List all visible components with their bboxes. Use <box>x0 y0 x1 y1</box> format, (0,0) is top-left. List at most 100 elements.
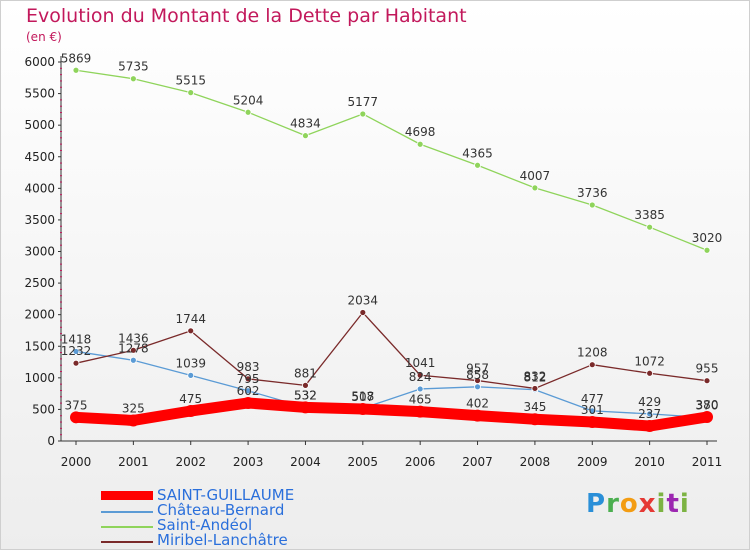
data-label-miribel-lanchatre: 2034 <box>348 294 379 308</box>
data-label-miribel-lanchatre: 881 <box>294 366 317 380</box>
data-label-miribel-lanchatre: 983 <box>237 360 260 374</box>
data-point-saint-guillaume <box>701 410 713 423</box>
data-label-saint-andeol: 3736 <box>577 186 608 200</box>
data-label-saint-andeol: 5204 <box>233 93 264 107</box>
y-tick-label: 2500 <box>24 276 55 290</box>
data-label-saint-guillaume: 345 <box>523 400 546 414</box>
data-label-miribel-lanchatre: 1041 <box>405 356 436 370</box>
data-point-saint-andeol <box>703 246 711 254</box>
data-label-saint-guillaume: 532 <box>294 388 317 402</box>
series-line-saint-guillaume <box>70 397 713 432</box>
data-point-miribel-lanchatre <box>646 369 654 377</box>
x-tick-label: 2004 <box>290 455 321 469</box>
data-point-saint-guillaume <box>70 411 82 424</box>
series-line-chateau-bernard <box>75 350 708 419</box>
data-point-saint-guillaume <box>184 404 197 417</box>
y-tick-label: 6000 <box>24 55 55 69</box>
series-line-saint-andeol <box>75 69 708 251</box>
data-point-saint-andeol <box>474 161 481 169</box>
data-label-saint-andeol: 4834 <box>290 117 321 131</box>
data-point-saint-andeol <box>302 132 309 140</box>
x-tick-label: 2005 <box>348 455 379 469</box>
data-label-saint-guillaume: 475 <box>179 392 202 406</box>
data-point-miribel-lanchatre <box>359 309 367 316</box>
data-point-saint-guillaume <box>414 405 427 418</box>
data-point-miribel-lanchatre <box>416 371 424 379</box>
data-label-saint-guillaume: 375 <box>65 398 88 412</box>
data-label-chateau-bernard: 824 <box>409 370 432 384</box>
data-point-miribel-lanchatre <box>588 361 596 369</box>
unit-label: (en €) <box>26 30 62 44</box>
data-point-miribel-lanchatre <box>474 377 481 384</box>
data-point-miribel-lanchatre <box>244 375 252 383</box>
series-line-miribel-lanchatre <box>75 311 708 390</box>
data-point-miribel-lanchatre <box>187 327 195 335</box>
x-tick-label: 2006 <box>405 455 436 469</box>
data-point-saint-andeol <box>531 184 539 192</box>
x-tick-label: 2003 <box>233 455 264 469</box>
data-label-miribel-lanchatre: 832 <box>523 369 546 383</box>
data-label-saint-andeol: 5177 <box>348 95 379 109</box>
data-label-miribel-lanchatre: 955 <box>696 362 719 376</box>
data-label-chateau-bernard: 477 <box>581 392 604 406</box>
data-point-miribel-lanchatre <box>129 346 137 354</box>
data-label-saint-guillaume: 301 <box>581 403 604 417</box>
data-label-saint-andeol: 5869 <box>61 51 92 65</box>
y-tick-label: 4000 <box>24 181 55 195</box>
data-point-chateau-bernard <box>474 383 481 391</box>
data-point-saint-andeol <box>416 140 424 148</box>
y-tick-label: 2000 <box>24 308 55 322</box>
data-label-chateau-bernard: 858 <box>466 368 489 382</box>
data-label-saint-andeol: 5515 <box>175 74 206 88</box>
data-point-chateau-bernard <box>588 407 596 415</box>
data-label-chateau-bernard: 518 <box>351 389 374 403</box>
x-tick-label: 2009 <box>577 455 608 469</box>
data-point-chateau-bernard <box>416 385 424 393</box>
data-point-chateau-bernard <box>244 387 252 395</box>
data-label-chateau-bernard: 370 <box>696 399 719 413</box>
data-label-chateau-bernard: 1278 <box>118 341 149 355</box>
data-label-chateau-bernard: 429 <box>638 395 661 409</box>
data-label-chateau-bernard: 532 <box>294 388 317 402</box>
data-point-miribel-lanchatre <box>72 359 80 367</box>
data-point-miribel-lanchatre <box>531 385 539 392</box>
data-label-chateau-bernard: 1039 <box>175 356 206 370</box>
data-point-saint-guillaume <box>528 413 541 426</box>
chart-title: Evolution du Montant de la Dette par Hab… <box>26 5 467 27</box>
data-point-saint-guillaume <box>242 396 255 409</box>
y-tick-label: 0 <box>47 434 55 448</box>
data-label-saint-andeol: 4698 <box>405 125 436 139</box>
data-point-saint-andeol <box>244 108 252 116</box>
data-label-saint-andeol: 3385 <box>634 208 665 222</box>
x-tick-label: 2011 <box>692 455 723 469</box>
data-point-chateau-bernard <box>187 371 195 379</box>
data-point-saint-guillaume <box>643 420 656 433</box>
data-label-saint-guillaume: 380 <box>696 398 719 412</box>
data-label-saint-guillaume: 325 <box>122 401 145 415</box>
legend-label: Miribel-Lanchâtre <box>157 531 288 549</box>
x-tick-label: 2007 <box>462 455 493 469</box>
data-point-miribel-lanchatre <box>703 377 711 385</box>
data-label-saint-guillaume: 507 <box>351 390 374 404</box>
data-point-saint-guillaume <box>299 401 312 414</box>
y-tick-label: 4500 <box>24 150 55 164</box>
data-label-saint-andeol: 4365 <box>462 146 493 160</box>
data-point-saint-guillaume <box>586 415 599 428</box>
data-label-saint-guillaume: 465 <box>409 393 432 407</box>
data-point-saint-andeol <box>588 201 596 209</box>
data-label-saint-andeol: 3020 <box>692 231 723 245</box>
legend-label: SAINT-GUILLAUME <box>157 486 295 504</box>
data-point-saint-andeol <box>72 66 80 74</box>
x-tick-label: 2008 <box>520 455 551 469</box>
data-label-chateau-bernard: 812 <box>523 371 546 385</box>
x-tick-label: 2001 <box>118 455 149 469</box>
legend-swatch <box>101 541 153 543</box>
data-point-miribel-lanchatre <box>302 381 309 389</box>
legend-label: Saint-Andéol <box>157 516 253 534</box>
legend-swatch <box>101 491 153 500</box>
data-label-saint-guillaume: 237 <box>638 407 661 421</box>
proxiti-logo: Proxiti <box>586 489 690 519</box>
y-tick-label: 500 <box>32 402 55 416</box>
